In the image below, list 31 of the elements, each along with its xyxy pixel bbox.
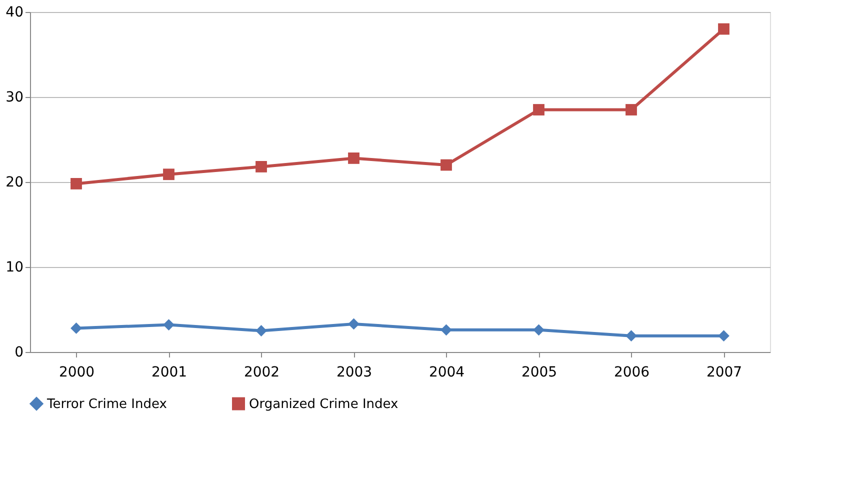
- legend-label: Terror Crime Index: [46, 396, 168, 412]
- point: [718, 23, 730, 35]
- point: [533, 324, 544, 336]
- point: [70, 178, 82, 190]
- point: [163, 319, 174, 330]
- x-tick-label: 2003: [336, 364, 372, 380]
- x-tick-label: 2005: [521, 364, 558, 380]
- legend-label: Organized Crime Index: [249, 396, 399, 412]
- point: [163, 168, 174, 180]
- x-tick-label: 2002: [244, 364, 280, 380]
- x-tick-label: 2000: [58, 364, 95, 380]
- point: [256, 325, 267, 336]
- y-tick-label: 0: [14, 344, 24, 360]
- point: [533, 104, 544, 116]
- point: [718, 330, 730, 342]
- y-tick-label: 40: [6, 4, 24, 20]
- x-tick-label: 2007: [706, 364, 742, 380]
- x-tick-label: 2006: [614, 364, 650, 380]
- point: [256, 161, 267, 172]
- y-tick-label: 20: [6, 174, 24, 190]
- point: [626, 330, 637, 342]
- y-tick-label: 10: [6, 260, 24, 276]
- y-tick-label: 30: [6, 90, 24, 106]
- point: [348, 318, 360, 330]
- point: [70, 322, 82, 334]
- x-tick-label: 2001: [151, 364, 188, 380]
- point: [348, 152, 360, 164]
- point: [626, 104, 637, 116]
- x-tick-label: 2004: [428, 364, 465, 380]
- point: [440, 324, 452, 336]
- point: [440, 159, 452, 171]
